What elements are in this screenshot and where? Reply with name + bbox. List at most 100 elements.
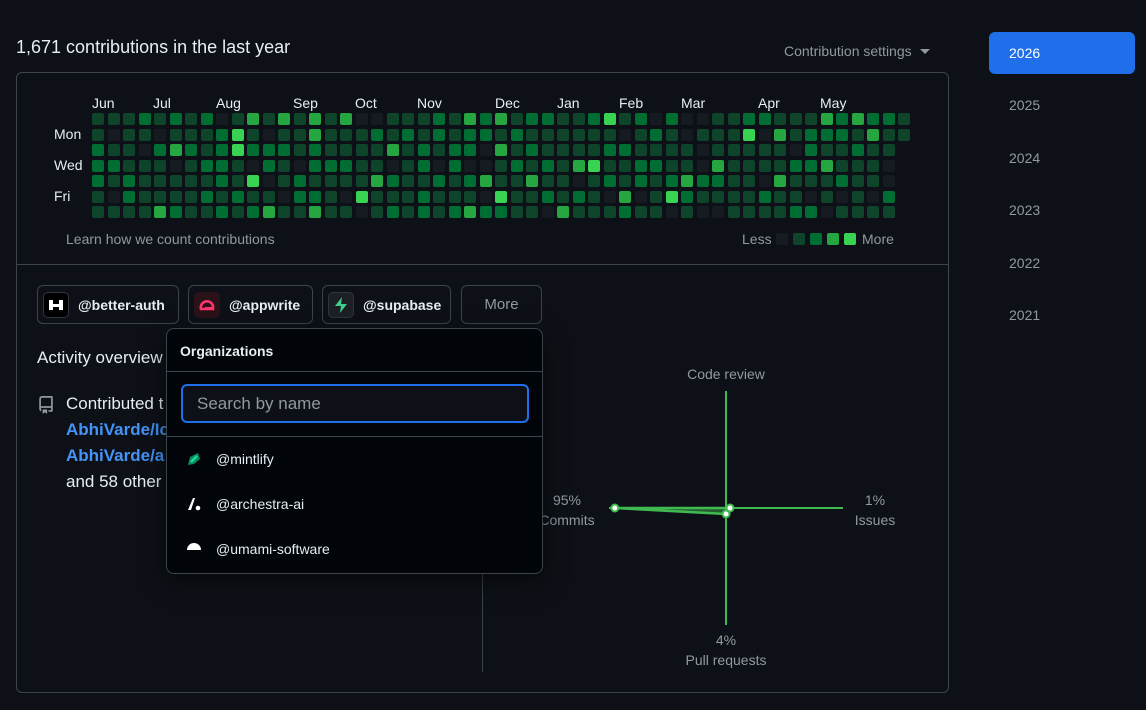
contribution-day-cell[interactable] — [774, 113, 786, 125]
contribution-day-cell[interactable] — [650, 190, 662, 203]
contribution-day-cell[interactable] — [526, 190, 538, 203]
contribution-day-cell[interactable] — [867, 175, 879, 187]
contribution-day-cell[interactable] — [758, 113, 771, 125]
contribution-day-cell[interactable] — [479, 159, 492, 172]
contribution-day-cell[interactable] — [293, 159, 306, 172]
contribution-day-cell[interactable] — [479, 175, 492, 187]
contribution-day-cell[interactable] — [340, 113, 352, 125]
contribution-day-cell[interactable] — [479, 128, 492, 141]
contribution-day-cell[interactable] — [681, 206, 693, 218]
contribution-day-cell[interactable] — [309, 113, 321, 125]
contribution-day-cell[interactable] — [138, 175, 151, 187]
contribution-day-cell[interactable] — [402, 113, 414, 125]
contribution-day-cell[interactable] — [650, 206, 662, 218]
org-item-archestra-ai[interactable]: @archestra-ai — [168, 484, 541, 524]
contribution-day-cell[interactable] — [154, 159, 166, 172]
contribution-day-cell[interactable] — [216, 175, 228, 187]
contribution-day-cell[interactable] — [479, 113, 492, 125]
contribution-day-cell[interactable] — [588, 206, 600, 218]
contribution-day-cell[interactable] — [696, 128, 709, 141]
contribution-day-cell[interactable] — [603, 175, 616, 187]
contribution-day-cell[interactable] — [448, 144, 461, 156]
contribution-day-cell[interactable] — [433, 113, 445, 125]
contribution-day-cell[interactable] — [526, 159, 538, 172]
contribution-day-cell[interactable] — [619, 144, 631, 156]
contribution-day-cell[interactable] — [107, 175, 120, 187]
contribution-day-cell[interactable] — [464, 190, 476, 203]
contribution-day-cell[interactable] — [603, 190, 616, 203]
contribution-day-cell[interactable] — [743, 175, 755, 187]
contribution-day-cell[interactable] — [123, 144, 135, 156]
contribution-day-cell[interactable] — [588, 159, 600, 172]
contribution-day-cell[interactable] — [495, 128, 507, 141]
contribution-day-cell[interactable] — [712, 113, 724, 125]
contribution-day-cell[interactable] — [758, 190, 771, 203]
contribution-day-cell[interactable] — [293, 175, 306, 187]
contribution-day-cell[interactable] — [526, 175, 538, 187]
contribution-day-cell[interactable] — [774, 159, 786, 172]
contribution-day-cell[interactable] — [247, 159, 259, 172]
contribution-day-cell[interactable] — [154, 175, 166, 187]
contribution-day-cell[interactable] — [588, 175, 600, 187]
contribution-day-cell[interactable] — [758, 144, 771, 156]
repo-link[interactable]: AbhiVarde/Ic — [66, 420, 169, 439]
contribution-day-cell[interactable] — [309, 159, 321, 172]
contribution-day-cell[interactable] — [650, 144, 662, 156]
contribution-day-cell[interactable] — [324, 206, 337, 218]
contribution-day-cell[interactable] — [92, 128, 104, 141]
contribution-day-cell[interactable] — [634, 175, 647, 187]
contribution-day-cell[interactable] — [758, 206, 771, 218]
contribution-day-cell[interactable] — [619, 113, 631, 125]
contribution-day-cell[interactable] — [712, 206, 724, 218]
contribution-day-cell[interactable] — [402, 144, 414, 156]
contribution-day-cell[interactable] — [185, 190, 197, 203]
contribution-day-cell[interactable] — [123, 206, 135, 218]
contribution-day-cell[interactable] — [448, 190, 461, 203]
contribution-day-cell[interactable] — [107, 159, 120, 172]
contribution-day-cell[interactable] — [355, 175, 368, 187]
contribution-day-cell[interactable] — [231, 190, 244, 203]
year-button[interactable]: 2021 — [1009, 307, 1041, 323]
contribution-day-cell[interactable] — [371, 128, 383, 141]
contribution-day-cell[interactable] — [309, 190, 321, 203]
contribution-day-cell[interactable] — [448, 113, 461, 125]
contribution-day-cell[interactable] — [882, 144, 895, 156]
contribution-day-cell[interactable] — [92, 206, 104, 218]
contribution-day-cell[interactable] — [262, 206, 275, 218]
contribution-day-cell[interactable] — [200, 144, 213, 156]
contribution-day-cell[interactable] — [665, 113, 678, 125]
contribution-day-cell[interactable] — [557, 206, 569, 218]
contribution-day-cell[interactable] — [200, 175, 213, 187]
contribution-day-cell[interactable] — [820, 128, 833, 141]
contribution-day-cell[interactable] — [495, 159, 507, 172]
contribution-day-cell[interactable] — [619, 190, 631, 203]
contribution-day-cell[interactable] — [851, 175, 864, 187]
contribution-day-cell[interactable] — [588, 144, 600, 156]
contribution-day-cell[interactable] — [836, 190, 848, 203]
contribution-day-cell[interactable] — [464, 113, 476, 125]
contribution-day-cell[interactable] — [309, 144, 321, 156]
contribution-day-cell[interactable] — [448, 128, 461, 141]
contribution-day-cell[interactable] — [619, 206, 631, 218]
contribution-day-cell[interactable] — [867, 206, 879, 218]
contribution-day-cell[interactable] — [603, 128, 616, 141]
contribution-day-cell[interactable] — [541, 113, 554, 125]
contribution-day-cell[interactable] — [603, 206, 616, 218]
contribution-day-cell[interactable] — [541, 190, 554, 203]
contribution-day-cell[interactable] — [867, 190, 879, 203]
contribution-day-cell[interactable] — [603, 144, 616, 156]
contribution-day-cell[interactable] — [293, 113, 306, 125]
contribution-day-cell[interactable] — [634, 159, 647, 172]
contribution-day-cell[interactable] — [138, 190, 151, 203]
contribution-day-cell[interactable] — [448, 206, 461, 218]
contribution-day-cell[interactable] — [851, 113, 864, 125]
contribution-day-cell[interactable] — [278, 206, 290, 218]
contribution-day-cell[interactable] — [727, 190, 740, 203]
contribution-day-cell[interactable] — [185, 206, 197, 218]
contribution-day-cell[interactable] — [185, 113, 197, 125]
contribution-day-cell[interactable] — [758, 159, 771, 172]
contribution-day-cell[interactable] — [262, 113, 275, 125]
contribution-day-cell[interactable] — [355, 190, 368, 203]
contribution-day-cell[interactable] — [107, 206, 120, 218]
contribution-day-cell[interactable] — [510, 190, 523, 203]
